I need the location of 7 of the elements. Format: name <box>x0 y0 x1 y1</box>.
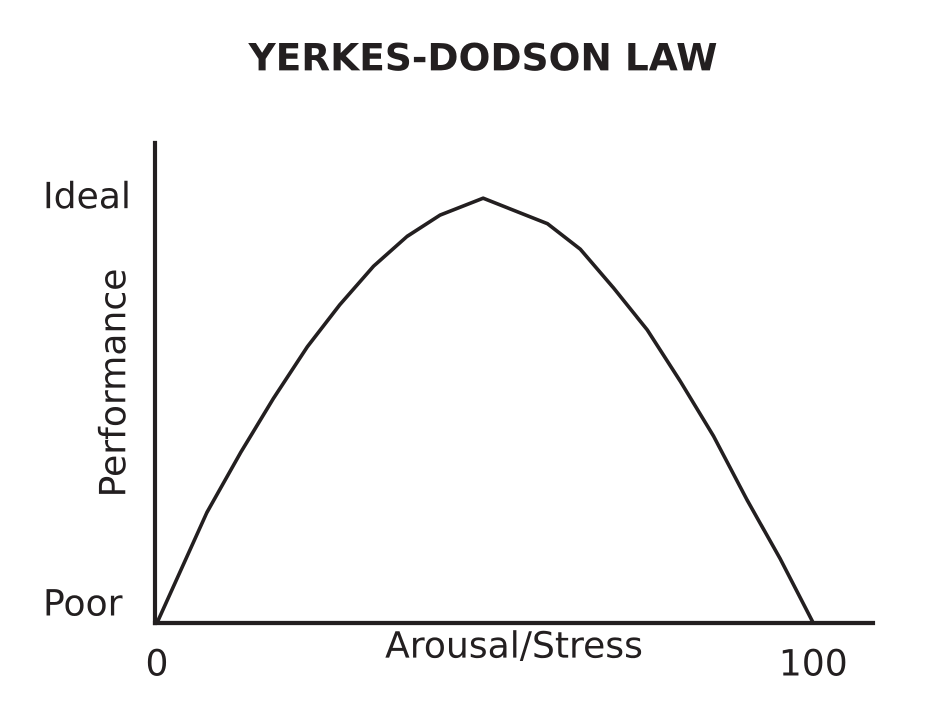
text: Ideal <box>46 180 128 209</box>
x-tick-label: 0 <box>148 648 166 676</box>
x-tick-label: 100 <box>782 648 846 676</box>
y-axis-title: Performance <box>98 270 126 494</box>
text: Poor <box>46 589 122 616</box>
chart-title: YERKES-DODSON LAW <box>248 42 716 71</box>
x-axis-title: Arousal/Stress <box>385 630 642 661</box>
